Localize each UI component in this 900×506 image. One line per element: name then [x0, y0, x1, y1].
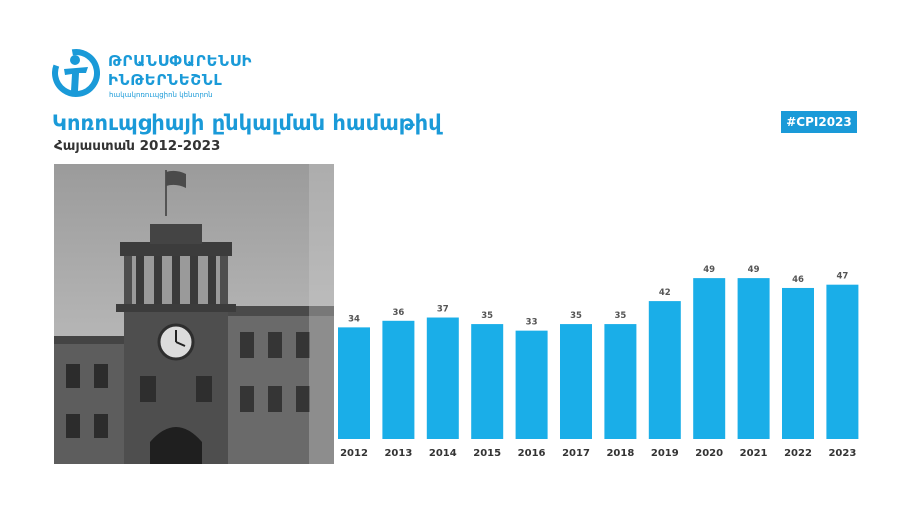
hashtag-badge: #CPI2023 [781, 111, 857, 133]
logo-text-line2: ԻՆԹԵՐՆԵՇՆԼ [108, 71, 223, 89]
x-tick-label-2015: 2015 [473, 448, 501, 459]
bar-2013 [382, 320, 415, 439]
x-tick-label-2023: 2023 [828, 448, 856, 459]
value-label-2019: 42 [659, 288, 671, 298]
bar-2015 [471, 324, 504, 439]
value-label-2015: 35 [481, 311, 493, 321]
x-tick-label-2020: 2020 [695, 448, 723, 459]
page-title: Կոռուպցիայի ընկալման համաթիվ [52, 111, 442, 135]
value-label-2018: 35 [614, 311, 626, 321]
x-tick-label-2013: 2013 [384, 448, 412, 459]
value-labels-layer: 34 36 37 35 33 35 35 42 49 49 46 47 [348, 265, 848, 328]
x-tick-label-2021: 2021 [740, 448, 768, 459]
value-label-2012: 34 [348, 314, 360, 324]
x-tick-label-2019: 2019 [651, 448, 679, 459]
value-label-2013: 36 [392, 308, 404, 318]
bar-2020 [693, 278, 726, 439]
logo-text-line1: ԹՐԱՆՍՓԱՐԵՆՍԻ [108, 52, 253, 70]
value-label-2023: 47 [836, 272, 848, 282]
x-tick-label-2014: 2014 [429, 448, 457, 459]
ti-logo: ԹՐԱՆՍՓԱՐԵՆՍԻ ԻՆԹԵՐՆԵՇՆԼ հակակոռուպցիոն կ… [52, 47, 272, 103]
value-label-2016: 33 [526, 318, 538, 328]
bar-2014 [426, 317, 459, 439]
bar-2019 [648, 301, 681, 439]
logo-text-line3: հակակոռուպցիոն կենտրոն [109, 91, 213, 99]
x-tick-label-2022: 2022 [784, 448, 812, 459]
ti-logo-icon [52, 49, 100, 97]
bars-layer [338, 278, 859, 439]
bar-2022 [782, 287, 814, 439]
x-tick-label-2017: 2017 [562, 448, 590, 459]
value-label-2017: 35 [570, 311, 582, 321]
value-label-2014: 37 [437, 305, 449, 315]
value-label-2022: 46 [792, 275, 804, 285]
value-label-2020: 49 [703, 265, 715, 275]
bar-2017 [560, 324, 592, 439]
bar-2021 [737, 278, 770, 439]
x-tick-label-2012: 2012 [340, 448, 368, 459]
x-tick-labels-layer: 2012 2013 2014 2015 2016 2017 2018 2019 2020 2021… [340, 448, 856, 459]
government-building-photo [54, 164, 334, 464]
bar-2023 [826, 284, 859, 439]
bar-2016 [515, 330, 548, 439]
x-tick-label-2018: 2018 [606, 448, 634, 459]
value-label-2021: 49 [748, 265, 760, 275]
bar-2012 [338, 327, 370, 439]
x-tick-label-2016: 2016 [518, 448, 546, 459]
page-subtitle: Հայաստան 2012-2023 [54, 138, 221, 154]
bar-2018 [604, 324, 637, 439]
